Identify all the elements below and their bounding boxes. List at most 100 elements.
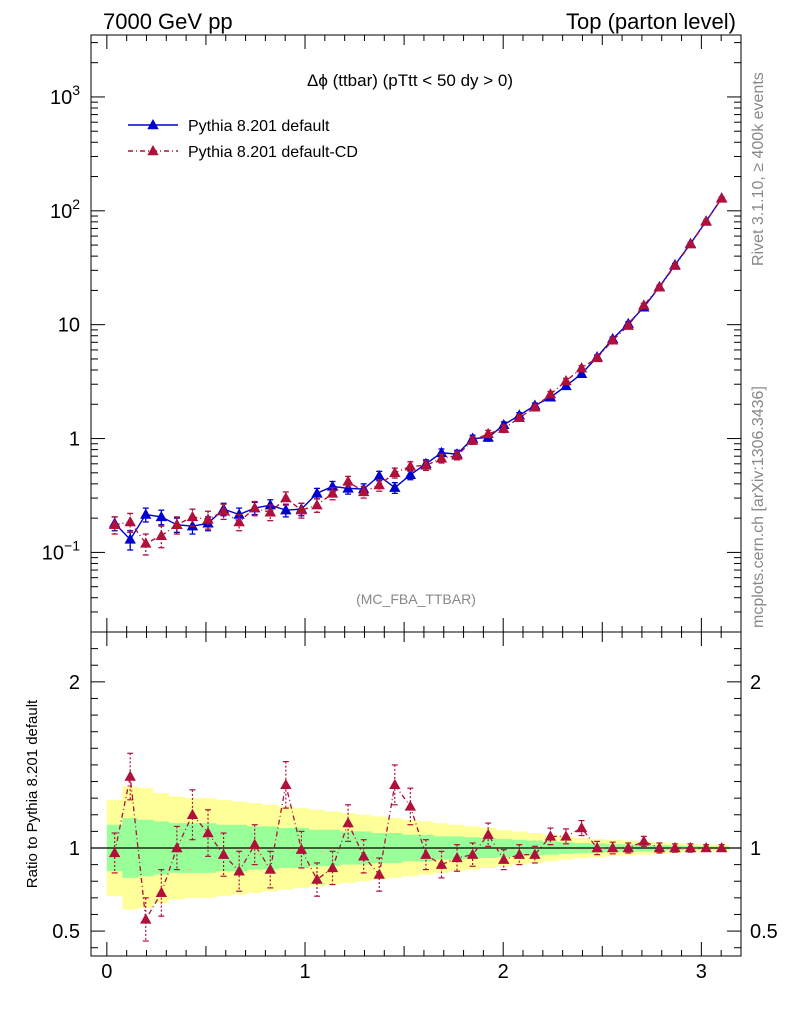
data-point	[606, 334, 619, 345]
ratio-point	[280, 778, 292, 790]
ratio-series	[108, 752, 728, 942]
data-point	[389, 481, 401, 492]
y-tick-label: 10	[58, 315, 80, 337]
data-point	[529, 401, 541, 412]
ratio-point	[155, 886, 168, 898]
header-left: 7000 GeV pp	[103, 9, 233, 34]
ratio-point	[435, 858, 448, 869]
data-point	[513, 411, 526, 423]
data-point	[124, 515, 136, 527]
ratio-y-tick-label-right: 2	[750, 672, 761, 694]
data-point	[715, 192, 728, 203]
ratio-panel: 0.5 0.5 1 1 2 2 0 1 2 3 Ratio to Pythia 8.201 de…	[24, 631, 778, 983]
data-point	[389, 466, 401, 478]
data-point	[311, 499, 323, 510]
ratio-point	[715, 842, 728, 853]
data-point	[124, 533, 136, 544]
y-tick-label: 10−1	[42, 537, 80, 564]
legend-label-2: Pythia 8.201 default-CD	[188, 144, 358, 161]
data-point	[575, 367, 588, 379]
series-line	[114, 198, 723, 545]
data-point	[575, 362, 588, 373]
ratio-point	[560, 830, 572, 841]
data-point	[404, 468, 417, 480]
ratio-ylabel: Ratio to Pythia 8.201 default	[24, 699, 41, 888]
main-y-tick-labels: 10−1 1 10 102 103	[42, 82, 80, 564]
ratio-point	[264, 863, 276, 874]
data-point	[249, 502, 261, 513]
data-point	[684, 238, 697, 249]
ratio-point	[326, 861, 339, 873]
ratio-point	[342, 817, 354, 828]
ratio-point	[108, 846, 121, 858]
ratio-point	[482, 828, 494, 839]
ratio-point	[591, 842, 603, 853]
data-point	[280, 492, 292, 503]
ratio-point	[575, 822, 588, 833]
data-point	[155, 510, 168, 522]
data-point	[342, 475, 354, 486]
main-series	[108, 192, 728, 556]
x-tick-labels: 0 1 2 3	[101, 961, 707, 983]
legend-marker-1	[147, 119, 159, 130]
data-point	[466, 434, 479, 445]
ratio-point	[653, 842, 666, 853]
data-point	[669, 259, 681, 270]
ratio-y-tick-label-right: 1	[750, 838, 761, 860]
ratio-point	[700, 842, 712, 853]
data-point	[326, 487, 339, 498]
ratio-point	[389, 778, 401, 790]
ratio-y-tick-label: 1	[69, 838, 80, 860]
data-point	[700, 215, 712, 226]
ratio-point	[669, 842, 681, 853]
data-point	[622, 319, 634, 330]
y-tick-label: 102	[50, 196, 80, 223]
ratio-point	[451, 851, 463, 863]
data-point	[482, 427, 494, 439]
ratio-frame	[90, 631, 742, 957]
y-tick-label: 1	[69, 429, 80, 451]
data-point	[638, 299, 650, 310]
ratio-point	[124, 770, 136, 781]
x-tick-label: 2	[498, 961, 509, 983]
ratio-point	[140, 913, 152, 924]
ratio-point	[202, 827, 214, 838]
ratio-ticks	[91, 632, 742, 956]
data-point	[498, 422, 510, 433]
rivet-label: Rivet 3.1.10, ≥ 400k events	[750, 72, 767, 266]
data-point	[233, 508, 245, 519]
ratio-point	[295, 843, 308, 854]
ratio-point	[420, 848, 432, 859]
data-point	[108, 518, 121, 529]
ratio-point	[684, 842, 697, 853]
ratio-point	[233, 865, 245, 876]
main-ticks	[91, 35, 742, 633]
data-point	[186, 510, 199, 522]
x-tick-label: 1	[299, 961, 310, 983]
y-tick-label: 103	[50, 82, 80, 109]
data-point	[373, 469, 385, 481]
ratio-point	[373, 868, 385, 879]
ratio-point	[404, 800, 417, 811]
data-point	[420, 459, 432, 470]
mcplots-label: mcplots.cern.ch [arXiv:1306.3436]	[750, 386, 767, 628]
ratio-y-tick-label: 0.5	[52, 921, 80, 943]
ratio-point	[357, 850, 370, 861]
legend: Pythia 8.201 default Pythia 8.201 defaul…	[128, 118, 358, 161]
ratio-y-tick-label-right: 0.5	[750, 921, 778, 943]
data-point	[373, 479, 385, 490]
data-point	[404, 460, 417, 471]
data-point	[264, 506, 276, 517]
chart-title: Δϕ (ttbar) (pTtt < 50 dy > 0)	[307, 71, 513, 90]
data-point	[140, 508, 152, 519]
x-tick-label: 0	[101, 961, 112, 983]
header-right: Top (parton level)	[566, 9, 736, 34]
ratio-point	[513, 848, 526, 859]
data-point	[264, 499, 276, 510]
data-point	[202, 513, 214, 524]
data-point	[591, 351, 603, 363]
ratio-point	[217, 848, 230, 859]
ratio-y-tick-label: 2	[69, 672, 80, 694]
data-point	[217, 505, 230, 516]
